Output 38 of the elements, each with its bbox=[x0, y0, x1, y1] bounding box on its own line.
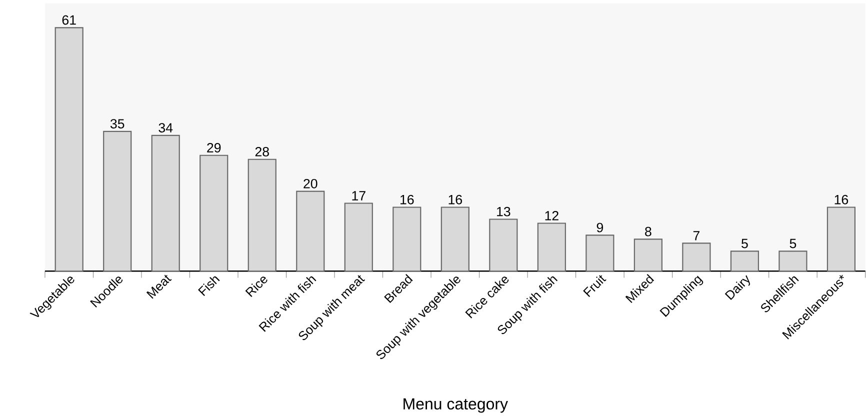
data-label: 29 bbox=[207, 142, 221, 152]
data-label: 16 bbox=[834, 194, 848, 204]
bar bbox=[682, 242, 711, 272]
bar bbox=[778, 250, 808, 272]
bar bbox=[537, 222, 566, 272]
data-label: 7 bbox=[693, 231, 700, 240]
bar bbox=[586, 234, 614, 272]
bar bbox=[54, 27, 84, 272]
data-label: 61 bbox=[62, 15, 76, 25]
bar bbox=[296, 190, 325, 272]
data-label: 34 bbox=[158, 122, 173, 132]
data-label: 35 bbox=[110, 118, 124, 128]
data-label: 13 bbox=[497, 206, 510, 216]
bar bbox=[200, 154, 228, 272]
data-label: 12 bbox=[545, 210, 558, 220]
bar bbox=[392, 206, 422, 272]
bar bbox=[248, 158, 276, 272]
data-label: 5 bbox=[790, 238, 796, 248]
bar bbox=[826, 206, 856, 272]
bar bbox=[440, 206, 470, 272]
x-tick-label: Fish bbox=[198, 276, 220, 296]
bar bbox=[103, 130, 132, 272]
data-label: 20 bbox=[304, 178, 318, 188]
x-axis-title: Menu category bbox=[404, 398, 508, 413]
x-tick-label: Rice bbox=[245, 276, 268, 297]
data-label: 28 bbox=[255, 146, 269, 156]
bar bbox=[730, 250, 759, 272]
bar bbox=[344, 202, 373, 272]
bar bbox=[151, 134, 180, 272]
x-tick-label: Rice cake bbox=[465, 276, 509, 318]
data-label: 17 bbox=[352, 191, 366, 200]
data-label: 16 bbox=[400, 194, 414, 204]
data-label: 16 bbox=[448, 194, 462, 204]
data-label: 5 bbox=[742, 238, 748, 248]
bar bbox=[634, 238, 662, 272]
data-label: 8 bbox=[645, 226, 652, 236]
bar bbox=[489, 218, 518, 272]
data-label: 9 bbox=[596, 222, 604, 232]
